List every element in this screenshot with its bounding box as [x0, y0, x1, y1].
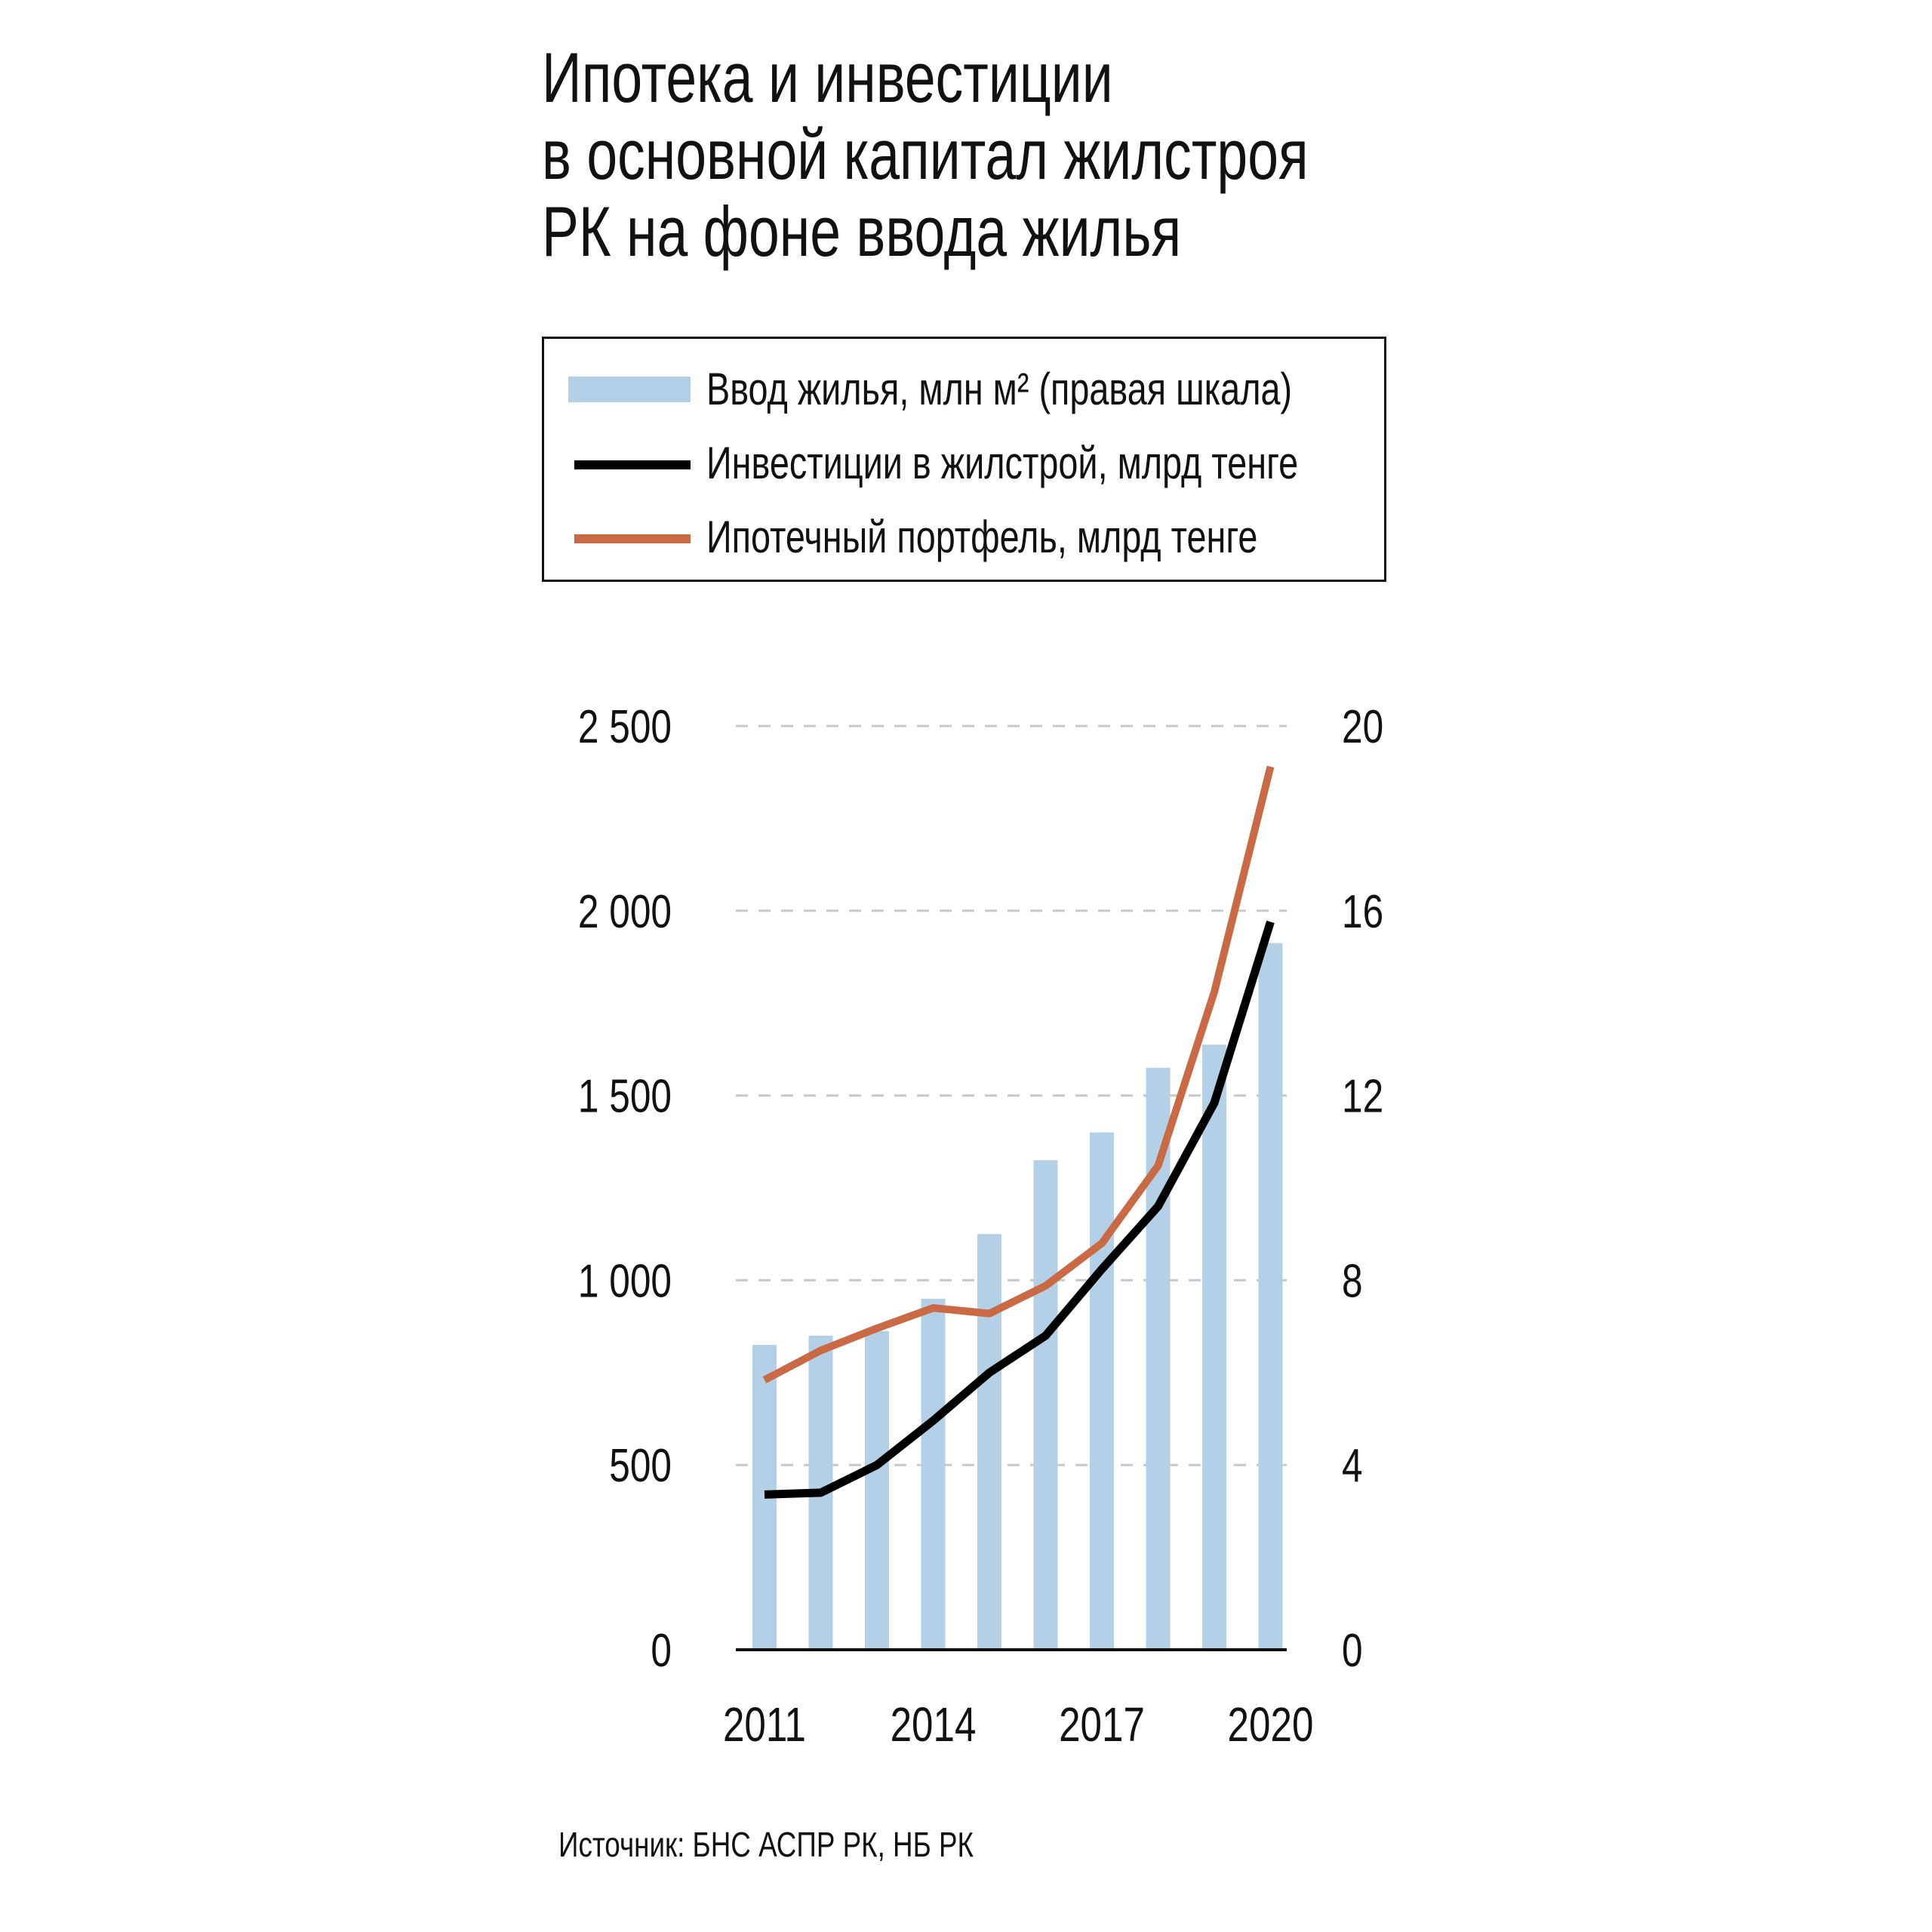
legend-label-housing: Ввод жилья, млн м² (правая шкала) [706, 364, 1293, 414]
legend-label-investment: Инвестиции в жилстрой, млрд тенге [706, 438, 1299, 488]
bar-housing [1033, 1160, 1058, 1650]
bar-housing [921, 1298, 946, 1650]
y-right-tick-label: 4 [1342, 1439, 1363, 1492]
chart-title: Ипотека и инвестиции в основной капитал … [542, 39, 1425, 270]
title-line-2: в основной капитал жилстроя [542, 115, 1309, 194]
y-left-tick-label: 500 [609, 1439, 672, 1492]
x-tick-label: 2011 [723, 1699, 806, 1752]
bar-housing [977, 1234, 1001, 1650]
y-left-tick-label: 1 500 [578, 1069, 672, 1122]
legend-swatch-investment [574, 460, 691, 469]
bar-housing [1090, 1132, 1114, 1650]
x-tick-label: 2014 [891, 1699, 977, 1752]
title-line-1: Ипотека и инвестиции [542, 38, 1113, 117]
y-left-tick-label: 1 000 [578, 1254, 672, 1307]
series-line-investment [764, 920, 1275, 1499]
bar-housing [1258, 943, 1283, 1650]
y-right-tick-label: 0 [1342, 1624, 1363, 1677]
y-right-tick-label: 8 [1342, 1254, 1363, 1307]
bar-housing [1202, 1044, 1226, 1650]
series-line-mortgage [762, 765, 1275, 1384]
y-right-tick-label: 20 [1342, 700, 1383, 753]
legend-swatch-housing [568, 377, 691, 402]
legend-label-mortgage: Ипотечный портфель, млрд тенге [706, 512, 1258, 562]
legend-item-investment: Инвестиции в жилстрой, млрд тенге [568, 437, 1368, 488]
y-left-tick-label: 2 000 [578, 884, 672, 937]
legend-swatch-mortgage [574, 534, 691, 543]
legend-item-mortgage: Ипотечный портфель, млрд тенге [568, 511, 1368, 562]
y-left-tick-label: 2 500 [578, 700, 672, 753]
source-note: Источник: БНС АСПР РК, НБ РК [558, 1825, 974, 1864]
title-line-3: РК на фоне ввода жилья [542, 192, 1182, 271]
bar-housing [865, 1331, 889, 1650]
chart-legend: Ввод жилья, млн м² (правая шкала) Инвест… [542, 337, 1386, 582]
legend-item-housing: Ввод жилья, млн м² (правая шкала) [568, 363, 1368, 414]
y-left-tick-label: 0 [651, 1624, 672, 1677]
x-tick-label: 2020 [1228, 1699, 1314, 1752]
y-right-tick-label: 12 [1342, 1069, 1383, 1122]
x-tick-label: 2017 [1059, 1699, 1145, 1752]
y-right-tick-label: 16 [1342, 884, 1383, 937]
